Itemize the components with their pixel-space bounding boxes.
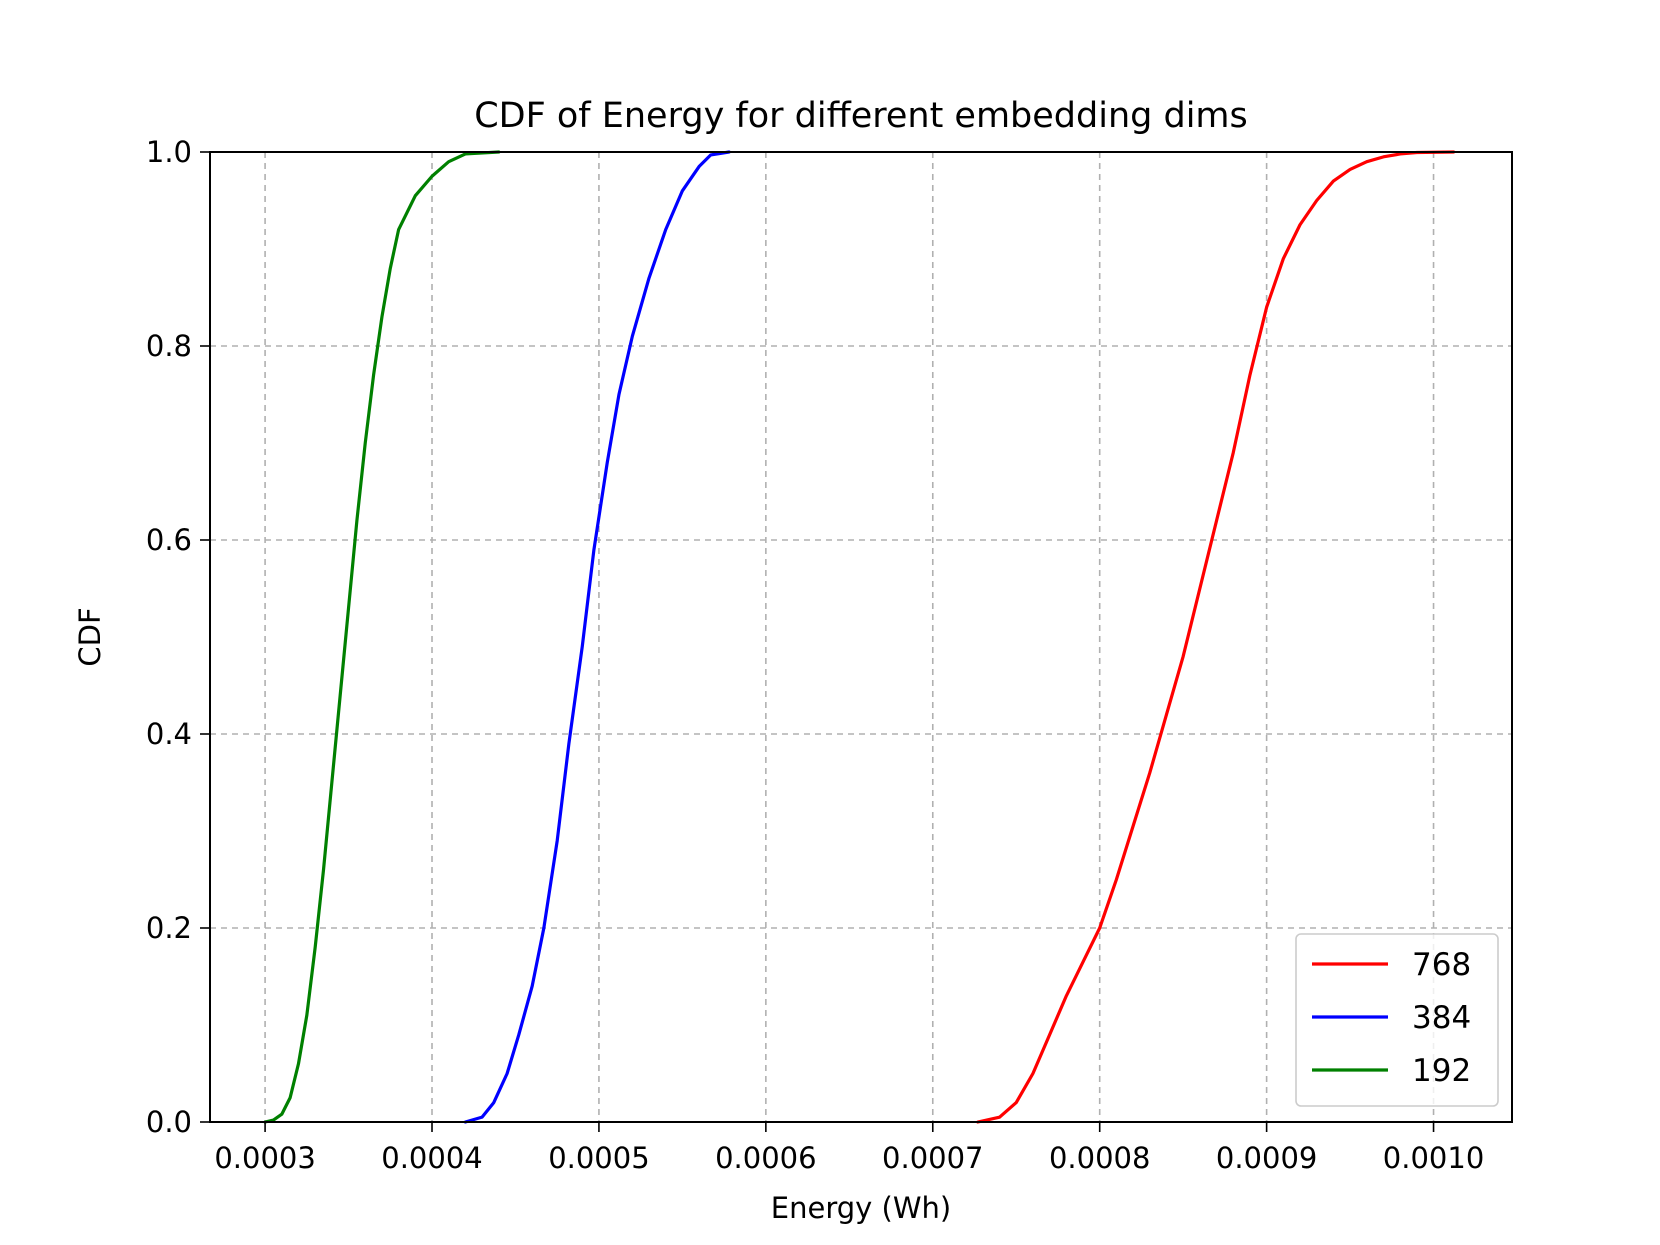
x-tick-label: 0.0005 (548, 1141, 649, 1175)
x-tick-label: 0.0003 (214, 1141, 315, 1175)
series-line-384 (463, 150, 731, 1124)
x-tick-label: 0.0010 (1383, 1141, 1484, 1175)
grid-layer (210, 152, 1512, 1122)
x-axis-title: Energy (Wh) (771, 1191, 951, 1225)
y-tick-label: 0.2 (146, 911, 192, 945)
legend-box (1295, 933, 1499, 1107)
legend-label-192: 192 (1412, 1053, 1471, 1089)
x-tick-label: 0.0008 (1049, 1141, 1150, 1175)
x-tick-label: 0.0007 (882, 1141, 983, 1175)
series-line-192 (263, 150, 501, 1124)
y-tick-label: 1.0 (146, 135, 192, 169)
x-tick-label: 0.0009 (1216, 1141, 1317, 1175)
x-tick-label: 0.0004 (381, 1141, 482, 1175)
legend-label-384: 384 (1412, 1000, 1471, 1036)
chart-title: CDF of Energy for different embedding di… (474, 96, 1248, 136)
series-layer (263, 150, 1456, 1124)
series-line-768 (976, 150, 1456, 1124)
y-tick-label: 0.8 (146, 329, 192, 363)
plot-frame (209, 151, 1513, 1123)
x-tick-label: 0.0006 (715, 1141, 816, 1175)
tick-layer: 0.0003 0.0004 0.0005 0.0006 0.0007 0.0008 0.00… (146, 135, 1484, 1175)
y-tick-label: 0.4 (146, 717, 192, 751)
y-tick-label: 0.6 (146, 523, 192, 557)
y-axis-title: CDF (73, 607, 107, 666)
legend-label-768: 768 (1412, 947, 1471, 983)
legend: 768 384 192 (1295, 933, 1499, 1107)
y-tick-label: 0.0 (146, 1105, 192, 1139)
